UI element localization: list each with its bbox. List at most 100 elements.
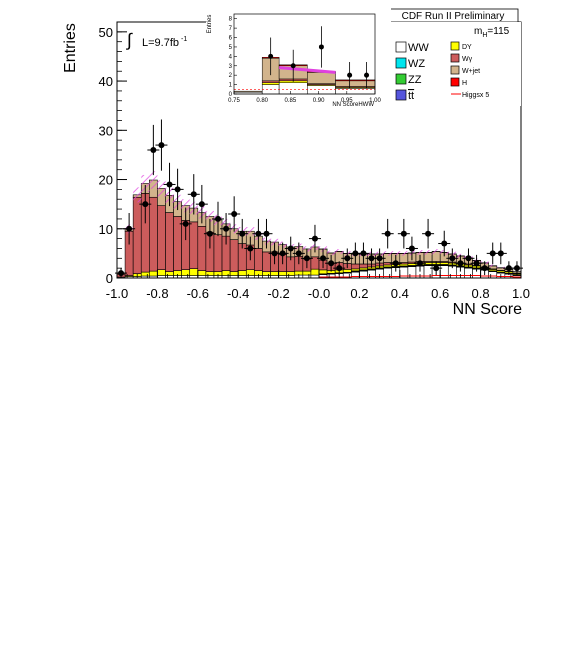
inset-y-tick-label: 3 (229, 64, 233, 70)
inset-y-tick-label: 4 (229, 54, 233, 60)
inset-plot: 0.75 0.80 0.85 0.90 0.95 1.00 0 1 2 3 4 5 6 7 8 Entrie… (206, 8, 391, 108)
legend-swatch (395, 89, 407, 101)
data-point (187, 174, 200, 215)
bar-dy (237, 270, 247, 276)
data-marker (400, 230, 407, 237)
legend-label: WZ (408, 58, 425, 70)
uncertainty-bin (205, 210, 214, 222)
data-marker (142, 201, 149, 208)
inset-data-points (268, 26, 370, 89)
legend-item-h: H (450, 77, 467, 87)
data-marker (408, 245, 415, 252)
bar-dy (262, 271, 271, 276)
y-tick-label: 30 (99, 123, 113, 138)
data-marker (328, 260, 335, 267)
bar-dy (181, 269, 191, 276)
legend-label: DY (462, 44, 472, 51)
bar-w- (165, 212, 174, 272)
data-point (220, 213, 233, 245)
inset-data-point (318, 26, 324, 68)
inset-y-tick-label: 8 (229, 17, 233, 23)
bar-dy (310, 268, 320, 276)
uncertainty-bin (383, 251, 392, 256)
data-marker (174, 186, 181, 193)
legend-label: Higgsx 5 (462, 92, 489, 99)
legend-swatch (395, 57, 407, 69)
data-marker (505, 265, 512, 272)
inset-x-axis-title: NN ScoreHWW (332, 102, 374, 108)
inset-data-point (268, 37, 274, 76)
luminosity-text: L=9.7fb (142, 37, 179, 49)
legend-item-higgsx-5: Higgsx 5 (451, 92, 489, 99)
legend-item-ww: WW (395, 41, 429, 54)
data-marker (457, 260, 464, 267)
data-point (454, 254, 467, 272)
bar-dy (318, 269, 328, 275)
inset-y-tick-label: 6 (229, 36, 233, 42)
bar-dy (149, 270, 158, 277)
bar-dy (189, 268, 199, 276)
data-point (212, 201, 224, 237)
legend-item-zz: ZZ (395, 73, 422, 86)
data-marker (190, 191, 197, 198)
data-point (397, 218, 410, 249)
data-marker (473, 260, 480, 267)
data-point (405, 236, 418, 261)
inset-data-point (347, 62, 353, 89)
data-point (381, 218, 394, 249)
data-point (317, 248, 330, 269)
data-point (446, 248, 459, 269)
legend-swatch (395, 73, 407, 85)
x-tick-label: -0.0 (308, 286, 330, 301)
bar-ww (464, 267, 473, 279)
bar-dy (342, 269, 352, 273)
luminosity-exponent: -1 (181, 36, 187, 43)
bar-w- (262, 251, 271, 272)
inset-bar-ww (278, 82, 308, 95)
legend-swatch (395, 41, 407, 53)
data-marker (481, 265, 488, 272)
data-point (357, 242, 370, 265)
y-tick-label: 40 (99, 74, 113, 89)
data-point (373, 248, 386, 269)
legend-item-tt: tt (395, 89, 414, 102)
data-marker (166, 181, 173, 188)
data-marker (497, 250, 504, 257)
data-points (115, 119, 523, 278)
data-point (494, 242, 507, 265)
uncertainty-bin (399, 251, 408, 256)
legend-swatch (450, 77, 460, 87)
data-marker (376, 255, 383, 262)
legend-label: W+jet (462, 68, 480, 75)
inset-x-tick-label: 0.85 (285, 98, 297, 104)
bar-dy (302, 270, 312, 276)
inset-axes: 0.75 0.80 0.85 0.90 0.95 1.00 0 1 2 3 4 5 6 7 8 (228, 17, 381, 104)
legend-item-w-jet: W+jet (450, 65, 480, 75)
uncertainty-bin (327, 250, 336, 256)
data-marker (425, 230, 432, 237)
data-marker (247, 245, 254, 252)
data-marker (384, 230, 391, 237)
x-tick-label: -0.4 (227, 286, 249, 301)
data-marker (239, 230, 246, 237)
inset-x-tick-label: 0.75 (228, 98, 240, 104)
data-marker (295, 250, 302, 257)
bar-dy (140, 271, 150, 277)
x-tick-label: -0.6 (187, 286, 209, 301)
uncertainty-bin (246, 227, 255, 236)
uncertainty-bin (181, 199, 190, 213)
data-point (438, 230, 451, 257)
data-point (422, 218, 435, 249)
luminosity-label: ∫ L=9.7fb -1 (125, 30, 187, 50)
data-marker (336, 265, 343, 272)
data-point (284, 236, 297, 261)
y-tick-label: 0 (106, 271, 113, 286)
bar-ww (351, 271, 360, 279)
uncertainty-bin (149, 171, 158, 189)
inset-data-marker (290, 63, 296, 69)
inset-data-marker (364, 72, 370, 78)
legend-label: tt (408, 90, 414, 102)
x-tick-label: 0.8 (472, 286, 490, 301)
inset-x-tick-label: 0.90 (313, 98, 325, 104)
data-marker (513, 265, 520, 272)
